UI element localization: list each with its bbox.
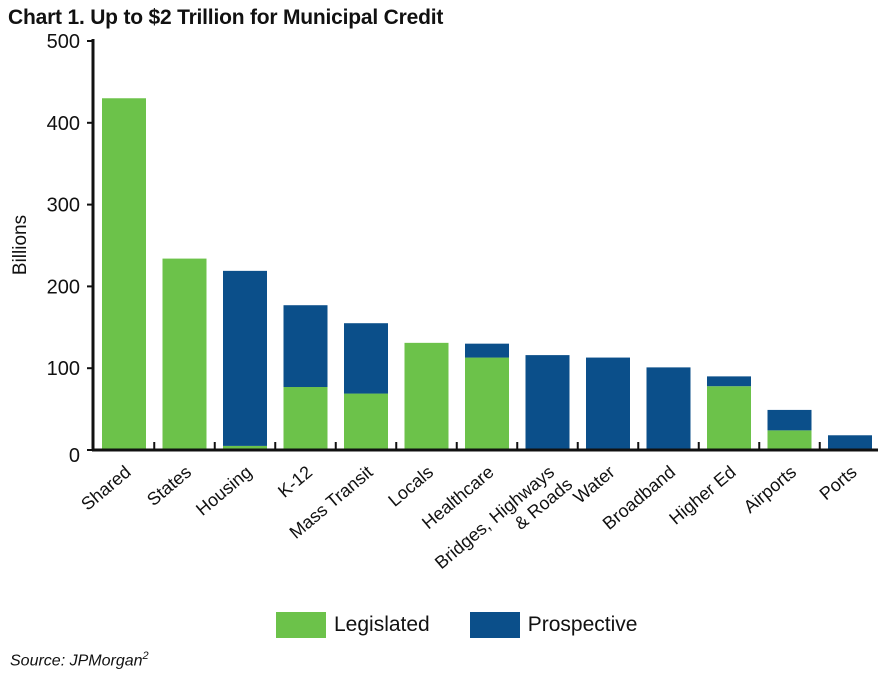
legend-label-legislated: Legislated [334,613,430,636]
legend-swatch-prospective [469,612,520,638]
source-note: Source: JPMorgan2 [10,650,149,670]
bars-group [102,98,872,450]
x-tick-label-line: Higher Ed [665,462,739,529]
bar-prospective-water [586,357,630,450]
bar-prospective-housing [223,270,267,446]
bar-legislated-states [162,258,207,450]
y-axis-label: Billions [10,215,31,275]
bar-legislated-housing [223,445,267,450]
x-tick-label-shared: Shared [77,462,134,515]
bar-legislated-airports [767,430,812,450]
y-axis: 0 100 200 300 400 500 [47,31,95,467]
legend-item-legislated: Legislated [276,612,430,638]
x-tick-label-k-12: K-12 [274,462,316,502]
x-tick-label-states: States [143,462,195,510]
legend-item-prospective: Prospective [469,612,638,638]
bar-prospective-mass-transit [344,323,388,394]
y-tick-label-200: 200 [47,276,80,298]
bar-legislated-mass-transit [344,393,388,450]
legend-swatch-legislated [276,612,326,638]
bar-prospective-higher-ed [707,376,751,387]
x-tick-label-housing: Housing [192,462,255,520]
x-tick-label-line: Airports [740,462,800,517]
x-tick-label-line: K-12 [274,462,316,502]
bar-legislated-shared [102,98,146,450]
x-tick-label-line: Ports [816,462,861,504]
x-tick-label-locals: Locals [384,462,437,511]
x-tick-label-bridges-highways-roads: Bridges, Highways& Roads [431,458,576,589]
legend-label-prospective: Prospective [527,613,638,636]
x-tick-label-line: States [143,462,195,510]
bar-prospective-healthcare [465,343,509,358]
bar-prospective-bridges-highways-roads [525,355,570,450]
y-tick-label-0: 0 [69,445,80,467]
x-tick-label-higher-ed: Higher Ed [665,462,739,529]
source-text: Source: JPMorgan [10,652,143,670]
source-footnote: 2 [142,650,149,662]
bar-prospective-broadband [646,367,691,450]
y-tick-label-300: 300 [47,195,80,217]
bar-legislated-healthcare [465,357,509,450]
y-tick-label-100: 100 [47,358,80,380]
bar-legislated-k-12 [283,387,328,450]
bar-prospective-ports [828,435,872,450]
x-tick-label-line: Water [569,462,618,508]
x-tick-label-ports: Ports [816,462,861,504]
x-tick-label-line: Locals [384,462,437,511]
x-tick-label-water: Water [569,462,618,508]
bar-legislated-locals [404,342,449,450]
x-tick-label-line: Shared [77,462,134,515]
x-tick-label-line: Housing [192,462,255,520]
bar-legislated-higher-ed [707,386,751,450]
bar-prospective-airports [767,409,812,431]
x-tick-label-airports: Airports [740,462,800,517]
bar-prospective-k-12 [283,305,328,388]
y-tick-label-400: 400 [47,113,80,135]
chart-title: Chart 1. Up to $2 Trillion for Municipal… [8,6,444,29]
y-tick-label-500: 500 [47,31,80,53]
legend: Legislated Prospective [276,612,677,638]
